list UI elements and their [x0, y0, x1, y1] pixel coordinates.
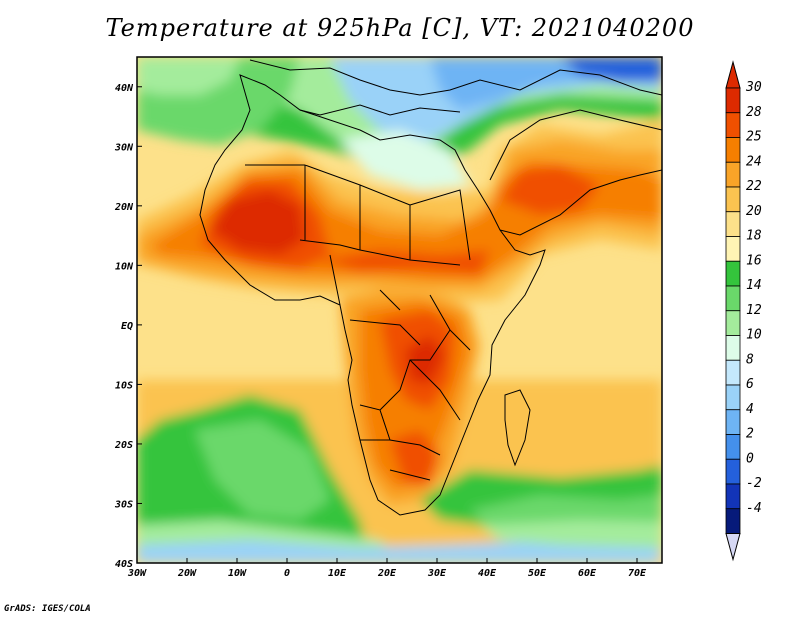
colorbar-bottom-arrow [725, 533, 741, 562]
lat-label: 20S [114, 440, 133, 451]
colorbar-label: 28 [746, 105, 762, 120]
colorbar-swatch [725, 186, 741, 213]
map-frame [136, 56, 663, 564]
colorbar-swatch [725, 236, 741, 262]
colorbar-swatch [725, 87, 741, 114]
colorbar-swatch [725, 161, 741, 188]
lon-label: 10E [328, 568, 347, 579]
colorbar-swatch [725, 137, 741, 163]
map-title: Temperature at 925hPa [C], VT: 202104020… [105, 14, 695, 42]
colorbar-swatch [725, 335, 741, 361]
colorbar-label: -4 [746, 501, 762, 516]
colorbar-swatch [725, 211, 741, 237]
lon-label: 60E [578, 568, 597, 579]
colorbar-label: 2 [746, 427, 754, 442]
lat-label: 30S [114, 499, 133, 510]
lon-label: 20E [377, 568, 397, 579]
lon-label: 20W [177, 568, 197, 579]
credit-label: GrADS: IGES/COLA [4, 604, 91, 614]
colorbar-swatch [725, 384, 741, 411]
colorbar-label: 14 [746, 278, 762, 293]
colorbar-top-arrow [725, 60, 741, 89]
colorbar-swatch [725, 483, 741, 510]
axis-ticks [136, 86, 638, 564]
colorbar-swatch [725, 112, 741, 138]
lon-label: 30E [427, 568, 447, 579]
colorbar-label: 25 [746, 130, 762, 145]
colorbar-label: 12 [746, 303, 762, 318]
lon-label: 50E [528, 568, 547, 579]
lat-label: EQ [121, 321, 133, 332]
lon-label: 30W [127, 568, 147, 579]
colorbar-label: 22 [746, 179, 762, 194]
colorbar-label: 24 [746, 154, 762, 169]
colorbar-swatch [725, 285, 741, 312]
colorbar-swatch [725, 310, 741, 336]
lon-label: 40E [478, 568, 497, 579]
lat-label: 30N [114, 142, 134, 153]
colorbar-label: 18 [746, 229, 762, 244]
lon-label: 70E [628, 568, 647, 579]
colorbar-label: 8 [746, 352, 754, 367]
lon-label: 0 [284, 568, 290, 579]
colorbar-label: -2 [746, 476, 762, 491]
lat-label: 40S [115, 559, 133, 570]
lat-label: 10N [115, 261, 134, 272]
lat-label: 40N [115, 83, 134, 94]
colorbar-swatch [725, 409, 741, 435]
coastlines [199, 59, 662, 516]
colorbar-label: 4 [746, 402, 754, 417]
lat-label: 20N [114, 202, 134, 213]
lon-label: 10W [228, 568, 247, 579]
colorbar-label: 30 [745, 80, 762, 95]
colorbar-swatch [725, 260, 741, 287]
colorbar-label: 20 [746, 204, 762, 219]
colorbar-label: 10 [746, 328, 762, 343]
lat-label: 10S [115, 380, 133, 391]
colorbar-swatch [725, 458, 741, 485]
colorbar-swatch [725, 508, 741, 534]
colorbar-swatch [725, 359, 741, 386]
colorbar-swatch [725, 434, 741, 460]
colorbar-label: 6 [746, 377, 754, 392]
colorbar-label: 16 [746, 253, 762, 268]
axis-labels: 30W 20W 10W 0 10E 20E 30E 40E 50E 60E 70E 40N 30N 20N… [114, 83, 647, 579]
colorbar-label: 0 [746, 451, 754, 466]
